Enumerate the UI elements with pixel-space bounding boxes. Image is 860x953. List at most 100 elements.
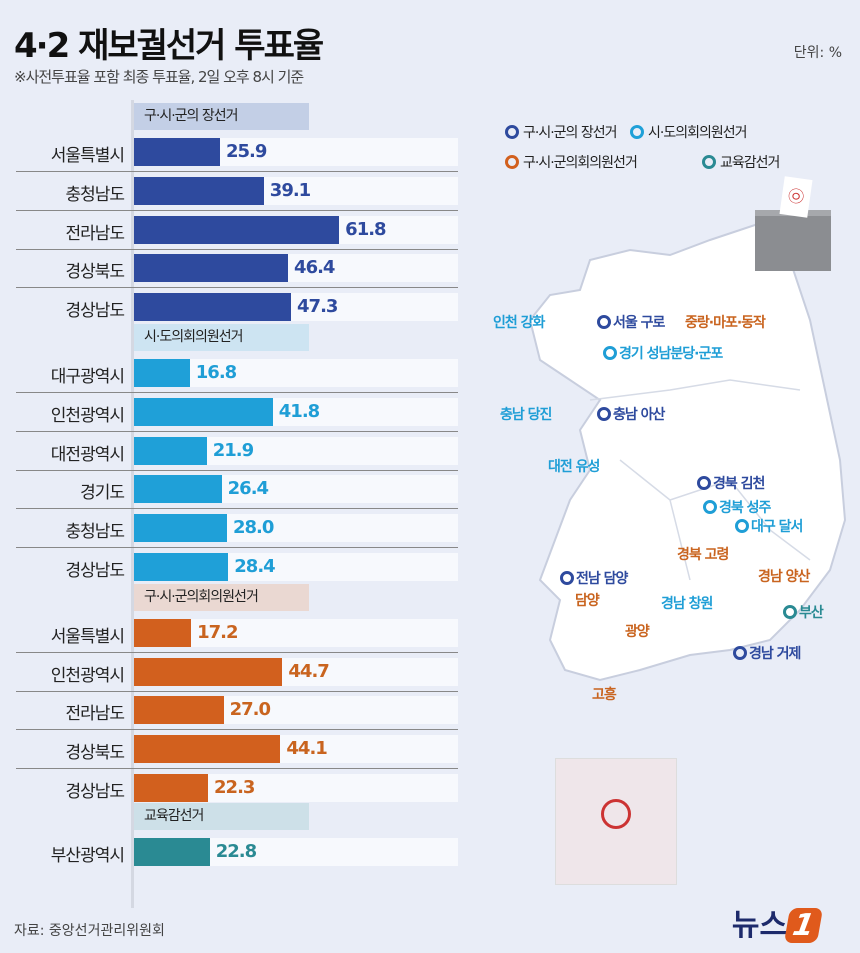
map-label: 경기 성남분당·군포 bbox=[603, 343, 723, 363]
map-label: 중랑·마포·동작 bbox=[685, 312, 766, 332]
category-label: 경상북도 bbox=[65, 262, 125, 283]
page-title: 4·2 재보궐선거 투표율 bbox=[14, 26, 324, 66]
map-label: 전남 담양 bbox=[560, 568, 628, 588]
map-label-text: 충남 아산 bbox=[613, 407, 665, 423]
map-label-text: 대구 달서 bbox=[751, 519, 803, 535]
category-label: 대구광역시 bbox=[50, 367, 125, 387]
map-label-text: 경북 고령 bbox=[677, 547, 729, 563]
map-label-text: 담양 bbox=[575, 593, 600, 609]
group-header: 구·시·군의 장선거 bbox=[134, 103, 309, 130]
map-label-text: 인천 강화 bbox=[493, 315, 545, 331]
category-label: 전라남도 bbox=[65, 223, 125, 244]
category-label: 경상남도 bbox=[65, 782, 125, 802]
category-label: 경상북도 bbox=[65, 743, 125, 764]
map-label: 부산 bbox=[783, 602, 824, 622]
marker-ring-icon bbox=[597, 315, 611, 329]
marker-ring-icon bbox=[733, 646, 747, 660]
marker-ring-icon bbox=[783, 605, 797, 619]
subtitle: ※사전투표율 포함 최종 투표율, 2일 오후 8시 기준 bbox=[14, 68, 304, 86]
stamp-icon bbox=[601, 799, 631, 829]
value-label: 25.9 bbox=[225, 141, 267, 162]
bar bbox=[134, 774, 209, 802]
row-separator bbox=[16, 392, 458, 393]
legend-ring-icon bbox=[702, 155, 716, 169]
bar bbox=[134, 735, 281, 764]
value-label: 22.8 bbox=[215, 840, 257, 862]
map-label: 대전 유성 bbox=[548, 456, 600, 476]
category-label: 충청남도 bbox=[65, 184, 125, 205]
row-separator bbox=[16, 768, 458, 770]
value-label: 39.1 bbox=[269, 179, 311, 201]
source: 자료: 중앙선거관리위원회 bbox=[14, 923, 165, 939]
map-label-text: 대전 유성 bbox=[548, 459, 600, 475]
row-separator bbox=[16, 729, 458, 731]
row-separator bbox=[16, 690, 458, 692]
map-label-text: 충남 당진 bbox=[500, 407, 552, 423]
map-label-text: 서울 구로 bbox=[613, 315, 665, 331]
category-label: 부산광역시 bbox=[50, 845, 125, 866]
category-label: 경상남도 bbox=[65, 561, 125, 581]
korea-map bbox=[528, 218, 847, 682]
map-label-text: 경기 성남분당·군포 bbox=[619, 346, 723, 362]
legend-label: 시·도의회의원선거 bbox=[648, 125, 747, 141]
group-header: 시·도의회의원선거 bbox=[134, 324, 309, 351]
map-label: 광양 bbox=[625, 621, 650, 641]
map-label: 서울 구로 bbox=[597, 312, 665, 332]
legend-item: 구·시·군의 장선거 bbox=[505, 122, 618, 142]
bar bbox=[134, 618, 192, 647]
value-label: 17.2 bbox=[197, 621, 238, 643]
legend-ring-icon bbox=[630, 125, 644, 139]
map-label-text: 중랑·마포·동작 bbox=[685, 315, 766, 331]
category-label: 인천광역시 bbox=[50, 665, 125, 686]
value-label: 44.7 bbox=[288, 660, 329, 682]
bar bbox=[134, 475, 222, 504]
marker-ring-icon bbox=[597, 407, 611, 421]
row-separator bbox=[16, 209, 458, 211]
category-label: 서울특별시 bbox=[50, 146, 125, 166]
legend-label: 교육감선거 bbox=[720, 155, 780, 171]
ballot-box-pink-icon bbox=[555, 758, 677, 885]
map-label-text: 전남 담양 bbox=[576, 571, 628, 587]
bar bbox=[134, 553, 229, 581]
ballot-box-icon bbox=[755, 210, 831, 271]
category-label: 경기도 bbox=[80, 483, 125, 504]
row-separator bbox=[16, 508, 458, 510]
bar bbox=[134, 359, 190, 387]
value-label: 47.3 bbox=[297, 296, 338, 318]
row-separator bbox=[16, 430, 458, 432]
map-label: 경남 창원 bbox=[661, 593, 713, 613]
group-header: 교육감선거 bbox=[134, 802, 309, 830]
legend-label: 구·시·군의 장선거 bbox=[523, 125, 618, 141]
bar bbox=[134, 514, 227, 543]
bar bbox=[134, 837, 210, 866]
marker-ring-icon bbox=[703, 500, 717, 514]
map-label: 경북 성주 bbox=[703, 497, 771, 517]
map-label: 경북 김천 bbox=[697, 473, 765, 493]
row-separator bbox=[16, 547, 458, 549]
category-label: 대전광역시 bbox=[50, 444, 125, 465]
map-label-text: 고흥 bbox=[592, 687, 617, 703]
value-label: 26.4 bbox=[227, 478, 269, 500]
legend-item: 시·도의회의원선거 bbox=[630, 122, 747, 142]
value-label: 21.9 bbox=[212, 439, 254, 461]
map-label-text: 경남 양산 bbox=[758, 569, 810, 585]
marker-ring-icon bbox=[735, 519, 749, 533]
value-label: 44.1 bbox=[286, 738, 327, 760]
row-separator bbox=[16, 171, 458, 172]
row-separator bbox=[16, 651, 458, 653]
row-separator bbox=[16, 287, 458, 289]
value-label: 61.8 bbox=[345, 218, 386, 240]
marker-ring-icon bbox=[560, 571, 574, 585]
map-label-text: 경북 성주 bbox=[719, 500, 771, 516]
marker-ring-icon bbox=[697, 476, 711, 490]
legend-item: 구·시·군의회의원선거 bbox=[505, 152, 638, 172]
bar bbox=[134, 293, 292, 322]
legend-ring-icon bbox=[505, 155, 519, 169]
map-label: 경남 양산 bbox=[758, 566, 810, 586]
group-header: 구·시·군의회의원선거 bbox=[134, 583, 309, 611]
bar bbox=[134, 657, 283, 686]
map-label-text: 부산 bbox=[799, 605, 824, 621]
value-label: 27.0 bbox=[229, 699, 271, 721]
map-label: 대구 달서 bbox=[735, 516, 803, 536]
value-label: 46.4 bbox=[294, 257, 335, 279]
